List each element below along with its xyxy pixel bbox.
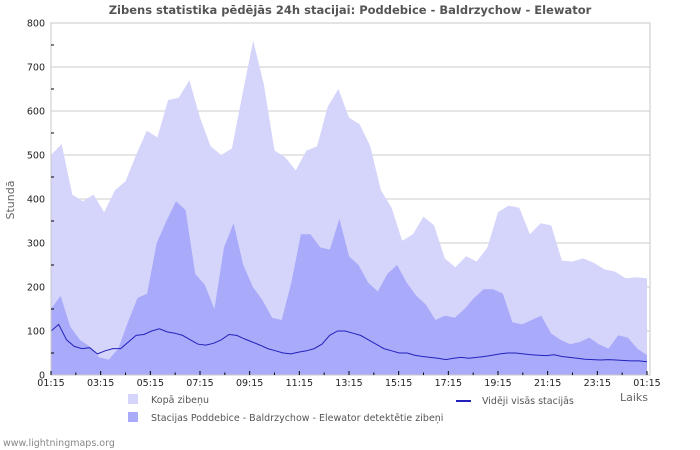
average-line [50,323,648,363]
y-tick-label: 300 [27,239,45,250]
x-tick-label: 13:15 [335,378,362,389]
y-tick-label: 700 [27,63,45,74]
x-tick-label: 15:15 [385,378,412,389]
x-tick-label: 23:15 [584,378,611,389]
x-tick-label: 17:15 [435,378,462,389]
x-axis: 01:15 03:15 05:15 07:15 09:15 11:15 13:15 15:15… [37,371,661,389]
y-axis: 0 100 200 300 400 500 600 700 800 [27,19,54,382]
station-lightning-area [51,201,647,375]
y-tick-label: 800 [27,19,45,30]
y-tick-label: 100 [27,327,45,338]
y-tick-label: 500 [27,151,45,162]
legend: Kopā zibeņu Stacijas Poddebice - Baldrzy… [128,394,574,424]
x-tick-label: 09:15 [236,378,263,389]
x-tick-label: 01:15 [37,378,64,389]
y-tick-label: 600 [27,107,45,118]
y-tick-label: 200 [27,283,45,294]
x-tick-label: 11:15 [286,378,313,389]
legend-swatch-total [128,394,138,404]
x-tick-label: 21:15 [534,378,561,389]
legend-label-station: Stacijas Poddebice - Baldrzychow - Elewa… [151,413,443,424]
x-tick-label: 07:15 [186,378,213,389]
x-tick-label: 05:15 [137,378,164,389]
x-tick-label: 01:15 [633,378,660,389]
y-tick-label: 400 [27,195,45,206]
legend-label-average: Vidēji visās stacijās [482,396,574,407]
x-axis-title: Laiks [620,391,648,404]
x-tick-label: 19:15 [484,378,511,389]
legend-label-total: Kopā zibeņu [151,395,209,406]
legend-swatch-station [128,412,138,422]
chart-title: Zibens statistika pēdējās 24h stacijai: … [109,3,592,17]
x-tick-label: 03:15 [87,378,114,389]
footer-url: www.lightningmaps.org [3,438,115,449]
plot-frame [50,22,651,376]
y-axis-title: Stundā [4,181,17,220]
y-tick-label: 0 [39,371,45,382]
